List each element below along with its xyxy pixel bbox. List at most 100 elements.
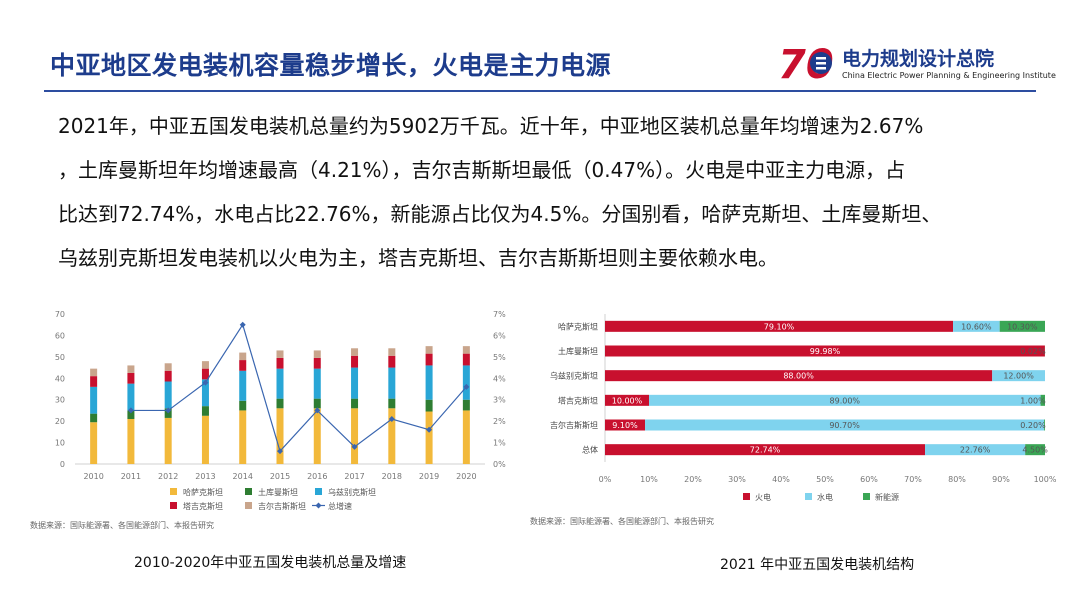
x-tick-label: 2017 xyxy=(344,472,364,481)
category-label: 吉尔吉斯斯坦 xyxy=(550,420,598,430)
right-chart-caption: 2021 年中亚五国发电装机结构 xyxy=(720,557,915,573)
bar-segment xyxy=(388,367,396,399)
y2-tick-label: 4% xyxy=(493,374,506,383)
capacity-growth-chart: 0 10 20 30 40 50 60 70 0% 1% 2% 3% 4% 5% 6% 7% 2010 2011 2… xyxy=(30,310,506,530)
summary-line: 乌兹别克斯坦发电装机以火电为主，塔吉克斯坦、吉尔吉斯斯坦则主要依赖水电。 xyxy=(58,246,778,270)
category-label: 乌兹别克斯坦 xyxy=(550,371,598,381)
bar-segment xyxy=(90,413,98,423)
data-label: 79.10% xyxy=(764,322,795,331)
category-label: 哈萨克斯坦 xyxy=(558,321,598,331)
data-label: 0.20% xyxy=(1020,421,1046,430)
bar-segment xyxy=(164,381,172,409)
x-tick-label: 2013 xyxy=(195,472,215,481)
growth-point xyxy=(463,383,470,390)
growth-point xyxy=(314,407,321,414)
bar-segment xyxy=(645,419,1045,431)
legend-label: 总增速 xyxy=(328,501,352,511)
x-tick-label: 90% xyxy=(992,475,1010,484)
bar-segment xyxy=(276,398,284,409)
x-tick-label: 2010 xyxy=(83,472,103,481)
bar-segment xyxy=(313,357,321,369)
bar-segment xyxy=(351,408,359,464)
legend-label: 新能源 xyxy=(875,492,899,502)
x-tick-label: 100% xyxy=(1034,475,1057,484)
data-label: 0.02% xyxy=(1020,347,1046,356)
bar-segment xyxy=(164,363,172,371)
bar-segment xyxy=(201,368,209,380)
bar-segment xyxy=(276,350,284,358)
bar-segment xyxy=(999,320,1045,332)
growth-point xyxy=(351,443,358,450)
bar-segment xyxy=(351,398,359,409)
bar-segment xyxy=(313,398,321,409)
growth-point xyxy=(202,379,209,386)
y-tick-label: 20 xyxy=(55,417,65,426)
category-label: 塔吉克斯坦 xyxy=(558,395,598,405)
bar-segment xyxy=(351,348,359,356)
y2-tick-label: 7% xyxy=(493,310,506,319)
bar-segment xyxy=(462,353,470,366)
legend-label: 哈萨克斯坦 xyxy=(183,487,223,497)
y-tick-label: 10 xyxy=(55,439,65,448)
x-tick-label: 2012 xyxy=(158,472,178,481)
x-tick-label: 40% xyxy=(772,475,790,484)
legend-swatch xyxy=(805,493,812,500)
legend-swatch xyxy=(170,488,177,495)
bar-segment xyxy=(1044,419,1045,431)
bar-segment xyxy=(127,419,135,464)
legend-swatch xyxy=(170,502,177,509)
bar-segment xyxy=(605,370,993,382)
bar-segment xyxy=(462,365,470,400)
data-label: 10.00% xyxy=(612,396,643,405)
y2-tick-label: 6% xyxy=(493,331,506,340)
summary-line: 2021年，中亚五国发电装机总量约为5902万千瓦。近十年，中亚地区装机总量年均… xyxy=(58,114,924,138)
summary-paragraph: 2021年，中亚五国发电装机总量约为5902万千瓦。近十年，中亚地区装机总量年均… xyxy=(58,104,1018,280)
bar-segment xyxy=(239,360,247,371)
legend-swatch xyxy=(315,488,322,495)
growth-point xyxy=(388,416,395,422)
bar-segment xyxy=(388,355,396,368)
legend-label: 土库曼斯坦 xyxy=(258,487,298,497)
x-tick-label: 2019 xyxy=(419,472,439,481)
page-title: 中亚地区发电装机容量稳步增长，火电是主力电源 xyxy=(50,51,612,80)
x-tick-label: 80% xyxy=(948,475,966,484)
x-tick-label: 2015 xyxy=(270,472,290,481)
bar-segment xyxy=(239,370,247,401)
bar-segment xyxy=(127,372,135,384)
legend-swatch xyxy=(743,493,750,500)
legend-swatch xyxy=(245,488,252,495)
data-label: 4.50% xyxy=(1022,446,1048,455)
bar-segment xyxy=(201,415,209,464)
logo-name-cn: 电力规划设计总院 xyxy=(842,48,995,70)
y-tick-label: 40 xyxy=(55,374,65,383)
growth-line xyxy=(130,323,467,453)
y2-tick-label: 3% xyxy=(493,396,506,405)
capacity-structure-chart: 0% 10% 20% 30% 40% 50% 60% 70% 80% 90% 100% 哈萨克斯坦 79… xyxy=(530,314,1057,526)
bar-segment xyxy=(90,368,98,377)
growth-point xyxy=(277,448,283,455)
bar-segment xyxy=(127,383,135,411)
growth-point xyxy=(426,426,433,433)
x-tick-label: 2014 xyxy=(233,472,253,481)
bar-segment xyxy=(276,408,284,464)
logo-name-en: China Electric Power Planning & Engineer… xyxy=(842,71,1056,80)
logo-70-mark: 70 xyxy=(778,42,834,84)
bar-segment xyxy=(90,376,98,387)
y-tick-label: 0 xyxy=(60,460,65,469)
bar-segment xyxy=(201,361,209,369)
data-label: 88.00% xyxy=(783,372,814,381)
category-label: 总体 xyxy=(582,445,598,455)
institute-logo: 70 电力规划设计总院 China Electric Power Plannin… xyxy=(776,40,1056,86)
data-label: 90.70% xyxy=(829,421,860,430)
bar-segment xyxy=(953,320,1000,332)
bar-segment xyxy=(425,346,433,354)
bar-segment xyxy=(351,355,359,368)
bar-segment xyxy=(605,320,954,332)
title-divider xyxy=(44,90,1036,92)
data-label: 12.00% xyxy=(1003,372,1034,381)
bar-segment xyxy=(90,386,98,414)
legend-label: 水电 xyxy=(817,492,833,502)
data-label: 1.00% xyxy=(1020,396,1046,405)
bar-segment xyxy=(201,406,209,416)
bar-segment xyxy=(462,399,470,411)
